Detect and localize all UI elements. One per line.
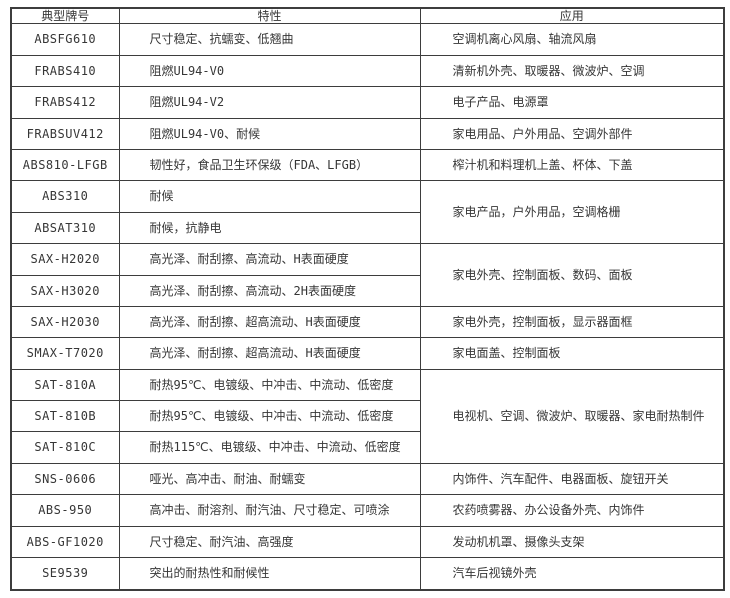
product-grades-table: 典型牌号 特性 应用 ABSFG610 尺寸稳定、抗蠕变、低翘曲 空调机离心风扇… (10, 7, 725, 591)
features-cell: 突出的耐热性和耐候性 (118, 557, 421, 591)
grade-cell: SNS-0606 (10, 462, 120, 496)
column-header-grade: 典型牌号 (10, 7, 120, 25)
features-cell: 韧性好，食品卫生环保级（FDA、LFGB） (118, 148, 421, 182)
features-cell: 高光泽、耐刮擦、超高流动、H表面硬度 (118, 305, 421, 339)
application-cell-merged: 电视机、空调、微波炉、取暖器、家电耐热制件 (419, 368, 725, 464)
grade-cell: ABS-950 (10, 494, 120, 527)
table-row: SMAX-T7020 高光泽、耐刮擦、超高流动、H表面硬度 家电面盖、控制面板 (10, 337, 725, 370)
features-cell: 高冲击、耐溶剂、耐汽油、尺寸稳定、可喷涂 (118, 494, 421, 527)
grade-cell: FRABSUV412 (10, 117, 120, 150)
application-cell: 家电用品、户外用品、空调外部件 (419, 117, 725, 150)
application-cell: 空调机离心风扇、轴流风扇 (419, 23, 725, 56)
application-cell: 电子产品、电源罩 (419, 86, 725, 119)
features-cell: 阻燃UL94-V0 (118, 54, 421, 88)
grade-cell: SAX-H3020 (10, 274, 120, 307)
features-cell: 尺寸稳定、抗蠕变、低翘曲 (118, 23, 421, 56)
features-cell: 尺寸稳定、耐汽油、高强度 (118, 525, 421, 559)
features-cell: 耐候 (118, 180, 421, 213)
table-row: FRABSUV412 阻燃UL94-V0、耐候 家电用品、户外用品、空调外部件 (10, 117, 725, 150)
table-row: SAX-H2030 高光泽、耐刮擦、超高流动、H表面硬度 家电外壳，控制面板，显… (10, 305, 725, 339)
grade-cell: SAX-H2030 (10, 305, 120, 339)
grade-cell: SAX-H2020 (10, 243, 120, 276)
grade-cell: ABSFG610 (10, 23, 120, 56)
grade-cell: ABS810-LFGB (10, 148, 120, 182)
application-cell: 清新机外壳、取暖器、微波炉、空调 (419, 54, 725, 88)
table-row: SAT-810B 耐热95℃、电镀级、中冲击、中流动、低密度 (10, 400, 724, 433)
table-row: SAT-810A 耐热95℃、电镀级、中冲击、中流动、低密度 电视机、空调、微波… (10, 368, 725, 464)
grade-cell: FRABS412 (10, 86, 120, 119)
features-cell: 哑光、高冲击、耐油、耐蠕变 (118, 462, 421, 496)
table-row: FRABS410 阻燃UL94-V0 清新机外壳、取暖器、微波炉、空调 (10, 54, 725, 88)
table-row: ABS310 耐候 家电产品，户外用品，空调格栅 (10, 180, 725, 245)
application-cell: 内饰件、汽车配件、电器面板、旋钮开关 (419, 462, 725, 496)
column-header-application: 应用 (419, 7, 725, 25)
application-cell-merged: 家电产品，户外用品，空调格栅 (419, 180, 725, 245)
column-header-features: 特性 (118, 7, 421, 25)
grade-cell: FRABS410 (10, 54, 120, 88)
application-cell: 家电外壳，控制面板，显示器面框 (419, 305, 725, 339)
grade-cell: SAT-810B (10, 400, 120, 433)
features-cell: 耐热95℃、电镀级、中冲击、中流动、低密度 (118, 368, 421, 402)
grade-cell: SE9539 (10, 557, 120, 591)
table-row: ABS810-LFGB 韧性好，食品卫生环保级（FDA、LFGB） 榨汁机和料理… (10, 148, 725, 182)
application-cell: 汽车后视镜外壳 (419, 557, 725, 591)
features-cell: 高光泽、耐刮擦、高流动、H表面硬度 (118, 243, 421, 276)
table-row: SAX-H3020 高光泽、耐刮擦、高流动、2H表面硬度 (10, 274, 724, 307)
table-row: ABSAT310 耐候，抗静电 (10, 211, 724, 245)
grade-cell: SAT-810C (10, 431, 120, 464)
grade-cell: ABS-GF1020 (10, 525, 120, 559)
table-row: SAT-810C 耐热115℃、电镀级、中冲击、中流动、低密度 (10, 431, 724, 464)
table-row: SAX-H2020 高光泽、耐刮擦、高流动、H表面硬度 家电外壳、控制面板、数码… (10, 243, 725, 307)
features-cell: 耐热95℃、电镀级、中冲击、中流动、低密度 (118, 400, 421, 433)
table-row: ABS-950 高冲击、耐溶剂、耐汽油、尺寸稳定、可喷涂 农药喷雾器、办公设备外… (10, 494, 725, 527)
table-row: SE9539 突出的耐热性和耐候性 汽车后视镜外壳 (10, 557, 725, 591)
application-cell: 发动机机罩、摄像头支架 (419, 525, 725, 559)
table-row: FRABS412 阻燃UL94-V2 电子产品、电源罩 (10, 86, 725, 119)
table-row: SNS-0606 哑光、高冲击、耐油、耐蠕变 内饰件、汽车配件、电器面板、旋钮开… (10, 462, 725, 496)
application-cell: 榨汁机和料理机上盖、杯体、下盖 (419, 148, 725, 182)
features-cell: 耐热115℃、电镀级、中冲击、中流动、低密度 (118, 431, 421, 464)
application-cell: 农药喷雾器、办公设备外壳、内饰件 (419, 494, 725, 527)
header-row: 典型牌号 特性 应用 (10, 7, 725, 25)
grade-cell: SMAX-T7020 (10, 337, 120, 370)
grade-cell: ABS310 (10, 180, 120, 213)
application-cell: 家电面盖、控制面板 (419, 337, 725, 370)
features-cell: 高光泽、耐刮擦、超高流动、H表面硬度 (118, 337, 421, 370)
features-cell: 耐候，抗静电 (118, 211, 421, 245)
features-cell: 高光泽、耐刮擦、高流动、2H表面硬度 (118, 274, 421, 307)
grade-cell: SAT-810A (10, 368, 120, 402)
features-cell: 阻燃UL94-V0、耐候 (118, 117, 421, 150)
application-cell-merged: 家电外壳、控制面板、数码、面板 (419, 243, 725, 307)
table-row: ABSFG610 尺寸稳定、抗蠕变、低翘曲 空调机离心风扇、轴流风扇 (10, 23, 725, 56)
table-row: ABS-GF1020 尺寸稳定、耐汽油、高强度 发动机机罩、摄像头支架 (10, 525, 725, 559)
features-cell: 阻燃UL94-V2 (118, 86, 421, 119)
grade-cell: ABSAT310 (10, 211, 120, 245)
